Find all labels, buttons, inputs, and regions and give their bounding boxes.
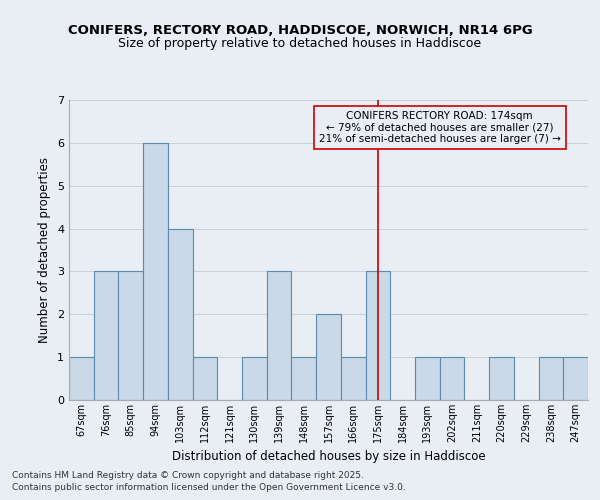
Bar (415, 357, 440, 400)
Bar (94, 272, 118, 400)
Bar (267, 272, 292, 400)
Bar (440, 357, 464, 400)
Bar (242, 357, 267, 400)
Bar (489, 357, 514, 400)
Y-axis label: Number of detached properties: Number of detached properties (38, 157, 52, 343)
Text: CONIFERS, RECTORY ROAD, HADDISCOE, NORWICH, NR14 6PG: CONIFERS, RECTORY ROAD, HADDISCOE, NORWI… (68, 24, 532, 36)
X-axis label: Distribution of detached houses by size in Haddiscoe: Distribution of detached houses by size … (172, 450, 485, 464)
Bar (365, 272, 390, 400)
Bar (168, 228, 193, 400)
Bar (69, 357, 94, 400)
Bar (316, 314, 341, 400)
Text: Contains HM Land Registry data © Crown copyright and database right 2025.: Contains HM Land Registry data © Crown c… (12, 472, 364, 480)
Bar (539, 357, 563, 400)
Bar (118, 272, 143, 400)
Bar (563, 357, 588, 400)
Text: CONIFERS RECTORY ROAD: 174sqm
← 79% of detached houses are smaller (27)
21% of s: CONIFERS RECTORY ROAD: 174sqm ← 79% of d… (319, 110, 560, 144)
Text: Size of property relative to detached houses in Haddiscoe: Size of property relative to detached ho… (118, 37, 482, 50)
Bar (143, 143, 168, 400)
Text: Contains public sector information licensed under the Open Government Licence v3: Contains public sector information licen… (12, 483, 406, 492)
Bar (292, 357, 316, 400)
Bar (193, 357, 217, 400)
Bar (341, 357, 365, 400)
